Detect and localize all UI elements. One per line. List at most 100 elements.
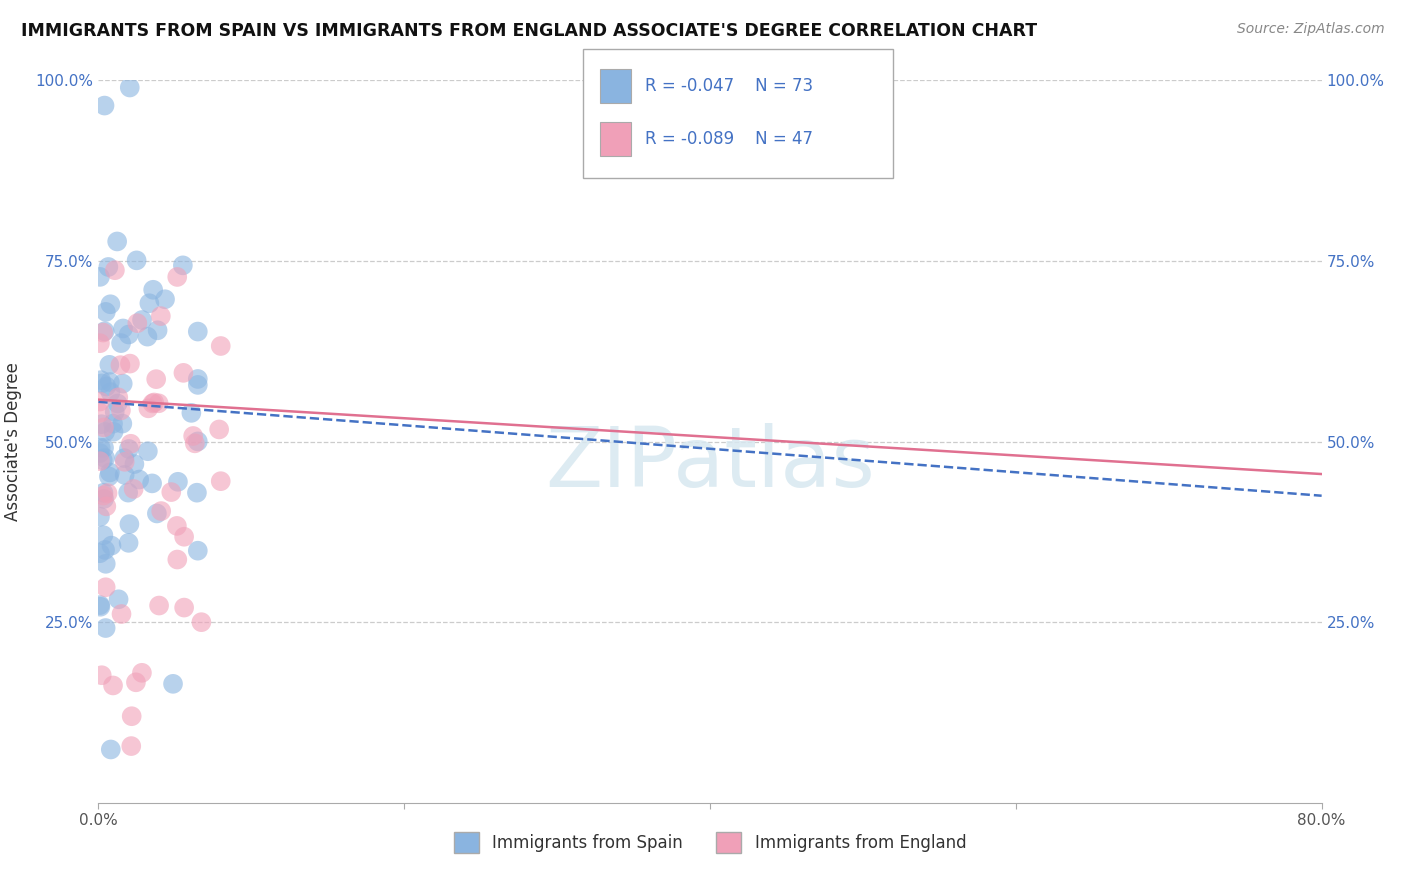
Point <box>107 390 129 404</box>
Point <box>110 336 132 351</box>
Y-axis label: Associate's Degree: Associate's Degree <box>4 362 21 521</box>
Point <box>96 486 118 500</box>
Point <box>97 260 120 274</box>
Point <box>167 475 190 489</box>
Point <box>89 509 111 524</box>
Point <box>128 473 150 487</box>
Point <box>100 297 122 311</box>
Point <box>190 615 212 630</box>
Point <box>98 375 121 389</box>
Point <box>153 292 176 306</box>
Point <box>208 422 231 436</box>
Point <box>110 607 132 621</box>
Point <box>94 305 117 319</box>
Text: R = -0.089    N = 47: R = -0.089 N = 47 <box>645 130 813 148</box>
Point <box>146 507 169 521</box>
Point <box>125 675 148 690</box>
Text: ZIPatlas: ZIPatlas <box>546 423 875 504</box>
Point <box>184 436 207 450</box>
Point <box>187 372 209 386</box>
Point <box>209 339 232 353</box>
Point <box>125 253 148 268</box>
Legend: Immigrants from Spain, Immigrants from England: Immigrants from Spain, Immigrants from E… <box>447 826 973 860</box>
Point <box>93 485 115 500</box>
Point <box>101 678 124 692</box>
Point <box>100 539 122 553</box>
Point <box>118 517 141 532</box>
Point <box>112 451 135 466</box>
Point <box>112 321 135 335</box>
Text: IMMIGRANTS FROM SPAIN VS IMMIGRANTS FROM ENGLAND ASSOCIATE'S DEGREE CORRELATION : IMMIGRANTS FROM SPAIN VS IMMIGRANTS FROM… <box>21 22 1038 40</box>
Point <box>94 543 117 558</box>
Point <box>98 358 121 372</box>
Point <box>96 500 118 514</box>
Point <box>209 474 232 488</box>
Point <box>107 592 129 607</box>
Point <box>138 296 160 310</box>
Point <box>118 442 141 456</box>
Point <box>148 396 170 410</box>
Point <box>166 552 188 566</box>
Point <box>160 485 183 500</box>
Point <box>145 372 167 386</box>
Point <box>141 396 163 410</box>
Point <box>93 420 115 434</box>
Point <box>127 316 149 330</box>
Point <box>89 394 111 409</box>
Point <box>89 546 111 560</box>
Point <box>93 98 115 112</box>
Point <box>89 406 111 420</box>
Point <box>103 425 125 439</box>
Point <box>172 366 194 380</box>
Point <box>90 668 112 682</box>
Point <box>90 417 112 432</box>
Point <box>100 385 122 400</box>
Text: Source: ZipAtlas.com: Source: ZipAtlas.com <box>1237 22 1385 37</box>
Point <box>173 530 195 544</box>
Point <box>114 467 136 482</box>
Point <box>172 258 194 272</box>
Point <box>146 323 169 337</box>
Point <box>181 429 204 443</box>
Point <box>173 600 195 615</box>
Point <box>90 373 112 387</box>
Point <box>143 395 166 409</box>
Point <box>117 536 139 550</box>
Point <box>111 417 134 431</box>
Point <box>101 417 124 431</box>
Point <box>98 466 121 480</box>
Point <box>104 405 127 419</box>
Point <box>93 441 115 455</box>
Point <box>93 491 115 506</box>
Point <box>187 543 209 558</box>
Point <box>97 469 120 483</box>
Point <box>142 283 165 297</box>
Point <box>89 599 111 614</box>
Point <box>149 309 172 323</box>
Point <box>118 80 141 95</box>
Point <box>110 358 132 372</box>
Point <box>141 476 163 491</box>
Point <box>107 396 129 410</box>
Point <box>186 485 208 500</box>
Point <box>124 457 146 471</box>
Text: R = -0.047    N = 73: R = -0.047 N = 73 <box>645 77 814 95</box>
Point <box>138 401 160 416</box>
Point <box>166 519 188 533</box>
Point <box>100 742 122 756</box>
Point <box>131 313 153 327</box>
Point <box>93 528 115 542</box>
Point <box>104 263 127 277</box>
Point <box>120 739 142 753</box>
Point <box>131 665 153 680</box>
Point <box>94 621 117 635</box>
Point <box>121 709 143 723</box>
Point <box>89 269 111 284</box>
Point <box>166 269 188 284</box>
Point <box>105 235 128 249</box>
Point <box>94 425 117 439</box>
Point <box>111 376 134 391</box>
Point <box>187 378 209 392</box>
Point <box>94 580 117 594</box>
Point <box>117 485 139 500</box>
